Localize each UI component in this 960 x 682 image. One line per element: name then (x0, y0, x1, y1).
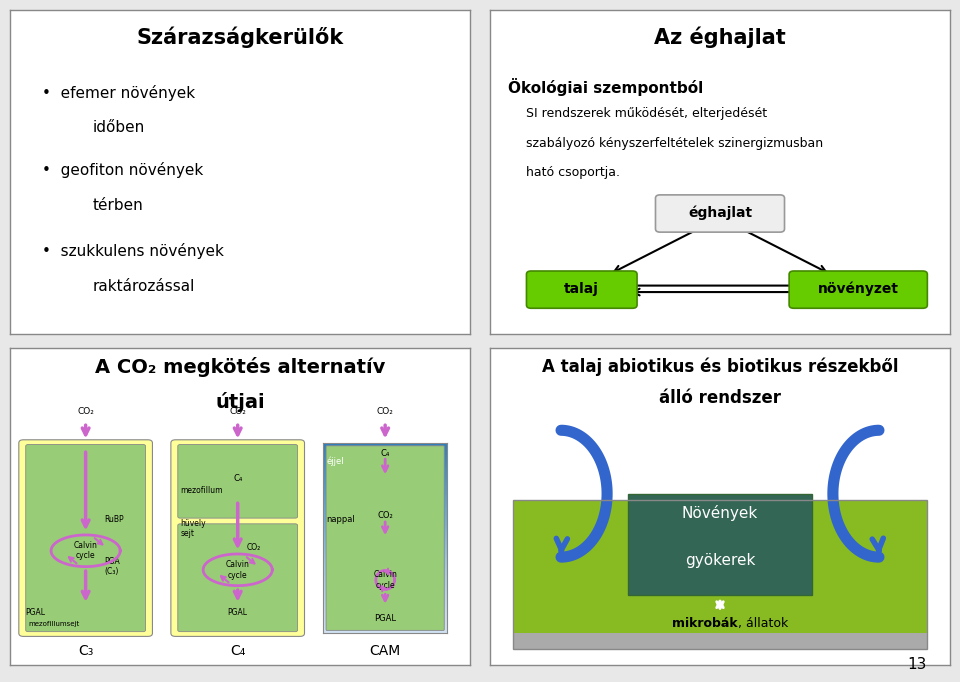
Text: •  geofiton növények: • geofiton növények (42, 162, 204, 179)
Text: , állatok: , állatok (738, 617, 789, 630)
FancyBboxPatch shape (26, 445, 146, 632)
Text: éghajlat: éghajlat (688, 205, 752, 220)
FancyBboxPatch shape (171, 440, 304, 636)
Text: gyökerek: gyökerek (684, 553, 756, 568)
Text: PGA
(C₃): PGA (C₃) (104, 557, 120, 576)
Text: •  szukkulens növények: • szukkulens növények (42, 243, 224, 259)
Text: Calvin
cycle: Calvin cycle (226, 560, 250, 580)
Text: PGAL: PGAL (228, 608, 248, 617)
Text: A talaj abiotikus és biotikus részekből: A talaj abiotikus és biotikus részekből (541, 357, 899, 376)
Text: A CO₂ megkötés alternatív: A CO₂ megkötés alternatív (95, 357, 385, 377)
Text: C₄: C₄ (380, 449, 390, 458)
Text: RuBP: RuBP (104, 515, 124, 524)
Text: Szárazságkerülők: Szárazságkerülők (136, 27, 344, 48)
Text: álló rendszer: álló rendszer (659, 389, 781, 407)
Text: Calvin
cycle: Calvin cycle (74, 541, 98, 561)
Text: Növények: Növények (682, 505, 758, 521)
Text: növényzet: növényzet (818, 282, 899, 296)
Text: PGAL: PGAL (26, 608, 46, 617)
Text: ható csoportja.: ható csoportja. (526, 166, 620, 179)
Text: útjai: útjai (215, 392, 265, 412)
Text: CAM: CAM (370, 644, 400, 658)
Polygon shape (513, 500, 927, 633)
Text: mezofillumsejt: mezofillumsejt (28, 621, 80, 627)
Polygon shape (513, 633, 927, 649)
FancyBboxPatch shape (526, 271, 637, 308)
Text: CO₂: CO₂ (377, 511, 393, 520)
Text: 13: 13 (907, 657, 926, 672)
Text: időben: időben (92, 121, 145, 135)
Text: Calvin
cycle: Calvin cycle (373, 570, 397, 590)
Text: C₄: C₄ (230, 644, 246, 658)
Text: szabályozó kényszerfeltételek szinergizmusban: szabályozó kényszerfeltételek szinergizm… (526, 136, 824, 149)
Text: Ökológiai szempontból: Ökológiai szempontból (508, 78, 704, 96)
Text: C₃: C₃ (78, 644, 93, 658)
Text: CO₂: CO₂ (247, 543, 261, 552)
Text: éjjel: éjjel (326, 456, 345, 466)
Text: térben: térben (92, 198, 143, 213)
Text: hüvely
sejt: hüvely sejt (180, 519, 205, 538)
Text: SI rendszerek működését, elterjedését: SI rendszerek működését, elterjedését (526, 107, 768, 121)
Text: Az éghajlat: Az éghajlat (654, 27, 786, 48)
FancyBboxPatch shape (628, 494, 812, 595)
Text: mikrobák: mikrobák (672, 617, 737, 630)
FancyBboxPatch shape (326, 446, 444, 630)
FancyBboxPatch shape (656, 195, 784, 232)
FancyBboxPatch shape (19, 440, 153, 636)
Text: talaj: talaj (564, 282, 599, 296)
Text: nappal: nappal (326, 515, 355, 524)
Text: C₄: C₄ (233, 474, 242, 483)
FancyBboxPatch shape (178, 524, 298, 632)
Text: CO₂: CO₂ (376, 407, 394, 416)
Text: •  efemer növények: • efemer növények (42, 85, 195, 101)
FancyBboxPatch shape (178, 445, 298, 518)
FancyBboxPatch shape (789, 271, 927, 308)
Text: mezofillum: mezofillum (180, 486, 223, 495)
Text: PGAL: PGAL (374, 614, 396, 623)
Text: CO₂: CO₂ (77, 407, 94, 416)
Text: raktározással: raktározással (92, 279, 195, 294)
Text: CO₂: CO₂ (229, 407, 246, 416)
